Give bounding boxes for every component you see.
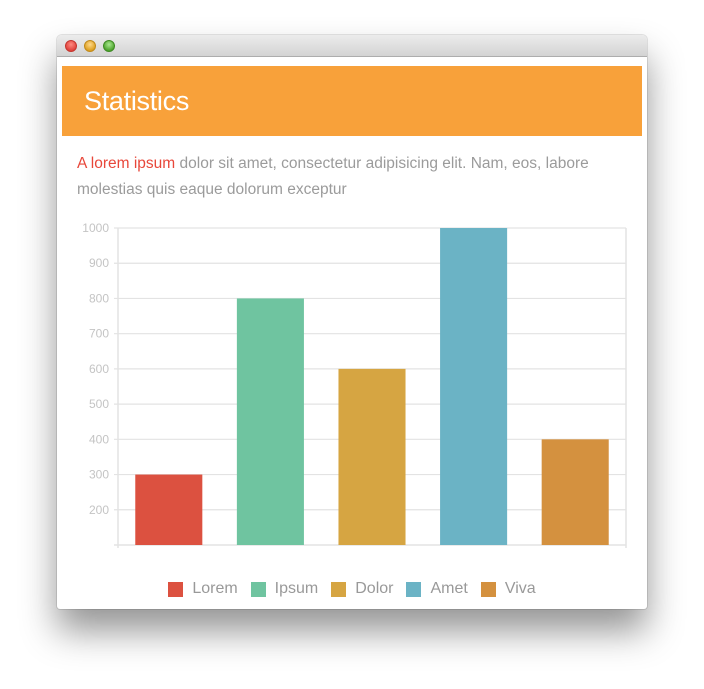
chart-legend: Lorem Ipsum Dolor Amet Viva — [57, 580, 647, 598]
legend-label: Viva — [504, 580, 536, 597]
y-tick-label: 1000 — [82, 221, 109, 235]
legend-swatch — [250, 581, 266, 597]
bar-ipsum — [236, 298, 304, 545]
legend-label: Lorem — [192, 580, 238, 597]
legend-item: Viva — [480, 580, 536, 598]
y-tick-label: 800 — [89, 291, 109, 305]
y-tick-label: 600 — [89, 362, 109, 376]
intro-highlight: A lorem ipsum — [77, 155, 176, 172]
legend-item: Dolor — [331, 580, 393, 598]
legend-item: Amet — [406, 580, 468, 598]
y-tick-label: 900 — [89, 256, 109, 270]
legend-label: Dolor — [355, 580, 394, 597]
legend-swatch — [168, 581, 184, 597]
bar-lorem — [135, 474, 203, 545]
intro-paragraph: A lorem ipsum dolor sit amet, consectetu… — [77, 151, 617, 203]
y-tick-label: 300 — [89, 468, 109, 482]
bar-viva — [541, 439, 609, 545]
legend-swatch — [480, 581, 496, 597]
bar-chart: 200 300 400 500 600 700 800 900 1000 — [82, 221, 627, 548]
statistics-header: Statistics — [62, 66, 642, 136]
legend-label: Ipsum — [274, 580, 319, 597]
intro-text: dolor sit amet, consectetur adipisicing … — [77, 155, 589, 198]
legend-swatch — [331, 581, 347, 597]
y-tick-label: 500 — [89, 397, 109, 411]
page-title: Statistics — [84, 86, 190, 116]
y-tick-label: 400 — [89, 432, 109, 446]
close-window-icon[interactable] — [65, 40, 77, 52]
bar-dolor — [338, 368, 406, 545]
y-tick-label: 700 — [89, 327, 109, 341]
title-bar — [57, 35, 647, 57]
zoom-window-icon[interactable] — [103, 40, 115, 52]
y-tick-label: 200 — [89, 503, 109, 517]
legend-label: Amet — [430, 580, 468, 597]
app-window: Statistics A lorem ipsum dolor sit amet,… — [57, 35, 647, 609]
legend-item: Lorem — [168, 580, 238, 598]
legend-item: Ipsum — [250, 580, 319, 598]
legend-swatch — [406, 581, 422, 597]
bar-amet — [440, 228, 508, 545]
minimize-window-icon[interactable] — [84, 40, 96, 52]
